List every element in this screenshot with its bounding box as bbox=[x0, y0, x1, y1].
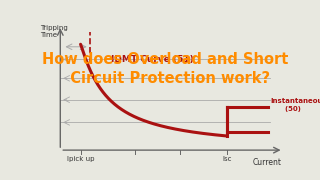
Text: Tripping
Time: Tripping Time bbox=[40, 25, 68, 38]
Text: IDMT Curve (51): IDMT Curve (51) bbox=[111, 55, 194, 64]
Text: How does Overload and Short
  Circuit Protection work?: How does Overload and Short Circuit Prot… bbox=[42, 52, 288, 86]
Text: Current: Current bbox=[252, 158, 281, 167]
Text: Ipick up: Ipick up bbox=[67, 156, 94, 162]
Text: Isc: Isc bbox=[222, 156, 232, 162]
Text: Instantaneous
      (50): Instantaneous (50) bbox=[270, 98, 320, 111]
